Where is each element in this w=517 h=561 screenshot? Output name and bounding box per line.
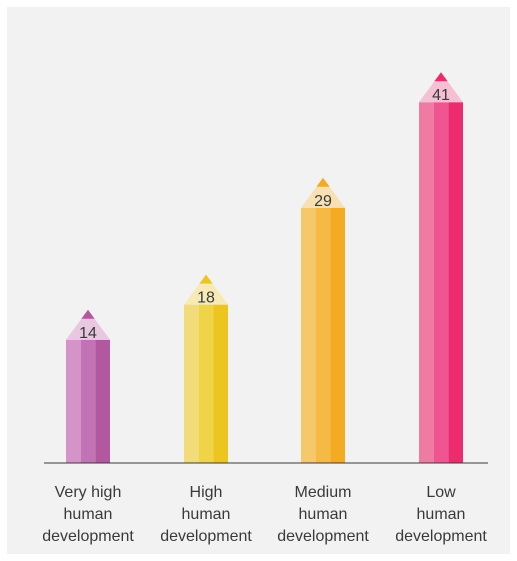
bar-stripe-middle bbox=[80, 339, 96, 463]
category-labels-group: Very high human development High human develo… bbox=[42, 484, 487, 545]
category-label-line: development bbox=[42, 528, 134, 545]
pencil-tip bbox=[316, 177, 330, 187]
pencil-bar: 29 bbox=[301, 177, 345, 463]
bar-stripe-right bbox=[330, 207, 345, 463]
bar-stripe-right bbox=[95, 339, 110, 463]
category-label-line: High bbox=[190, 484, 223, 501]
bars-group: 14 18 29 41 bbox=[66, 72, 463, 463]
pencil-bar: 18 bbox=[184, 274, 228, 463]
pencil-cone bbox=[184, 274, 228, 305]
category-label-line: human bbox=[64, 506, 113, 523]
category-label: High human development bbox=[160, 484, 252, 545]
pencil-bar: 14 bbox=[66, 309, 110, 463]
pencil-tip bbox=[434, 72, 448, 82]
data-label: 41 bbox=[432, 87, 450, 104]
category-label-line: development bbox=[160, 528, 252, 545]
bar-stripe-middle bbox=[433, 102, 449, 463]
bar-stripe-middle bbox=[198, 304, 214, 463]
bar-stripe-right bbox=[448, 102, 463, 463]
category-label: Very high human development bbox=[42, 484, 134, 545]
category-label-line: human bbox=[299, 506, 348, 523]
pencil-bar: 41 bbox=[419, 72, 463, 463]
category-label: Medium human development bbox=[277, 484, 369, 545]
category-label-line: human bbox=[417, 506, 466, 523]
pencil-tip bbox=[81, 309, 95, 319]
data-label: 18 bbox=[197, 290, 215, 307]
category-label-line: Medium bbox=[295, 484, 352, 501]
data-label: 14 bbox=[79, 325, 97, 342]
category-label-line: development bbox=[277, 528, 369, 545]
bar-stripe-left bbox=[184, 304, 199, 463]
category-label: Low human development bbox=[395, 484, 487, 545]
pencil-cone bbox=[301, 177, 345, 208]
data-label: 29 bbox=[314, 193, 332, 210]
category-label-line: human bbox=[182, 506, 231, 523]
pencil-tip bbox=[199, 274, 213, 284]
bar-stripe-middle bbox=[315, 207, 331, 463]
pencil-cone bbox=[66, 309, 110, 340]
category-label-line: development bbox=[395, 528, 487, 545]
category-label-line: Very high bbox=[55, 484, 122, 501]
pencil-cone bbox=[419, 72, 463, 103]
category-label-line: Low bbox=[426, 484, 456, 501]
bar-stripe-left bbox=[419, 102, 434, 463]
bar-stripe-left bbox=[66, 339, 81, 463]
bar-stripe-right bbox=[213, 304, 228, 463]
bar-stripe-left bbox=[301, 207, 316, 463]
